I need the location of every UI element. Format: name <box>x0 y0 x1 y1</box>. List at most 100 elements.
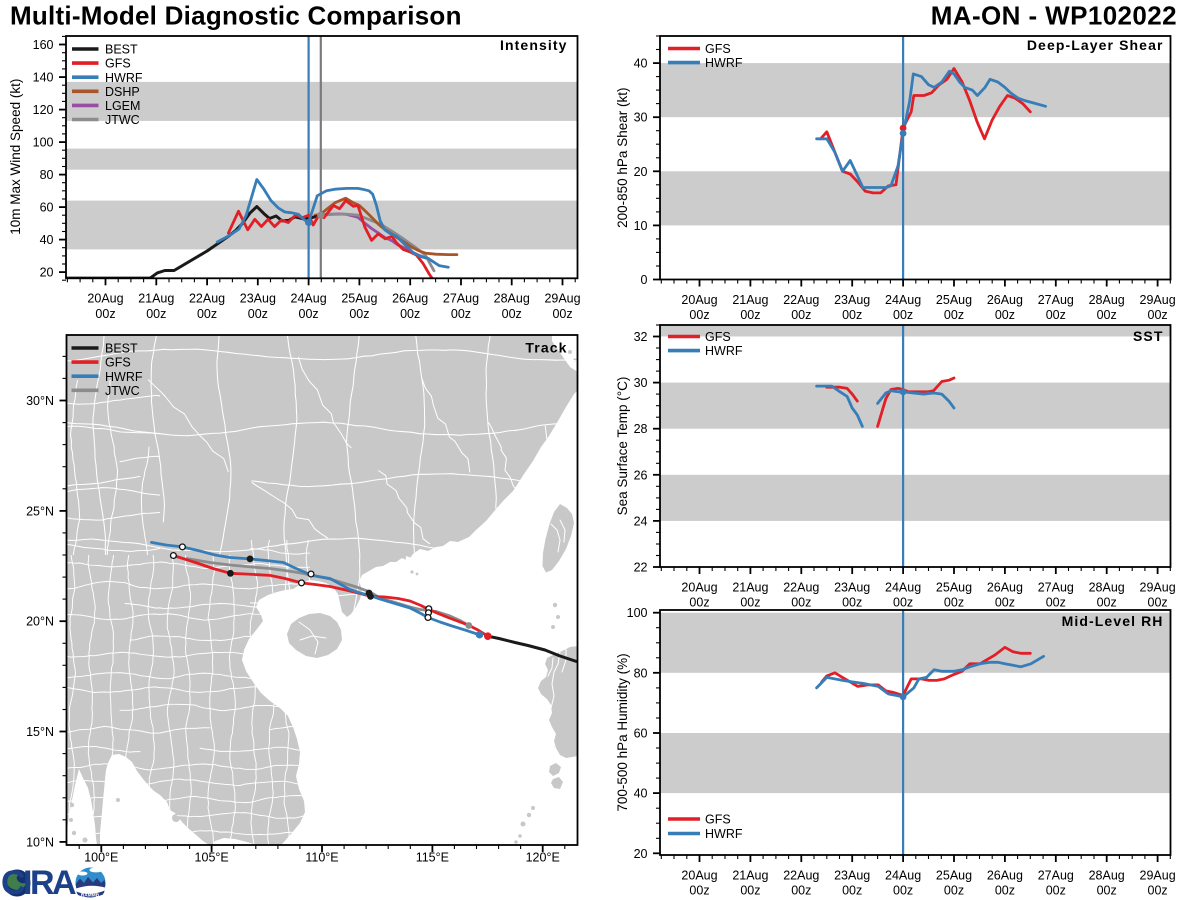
svg-text:20: 20 <box>634 165 648 179</box>
svg-text:100: 100 <box>627 606 648 620</box>
svg-text:23Aug: 23Aug <box>834 868 870 882</box>
svg-text:00z: 00z <box>197 307 217 321</box>
svg-text:22Aug: 22Aug <box>783 868 819 882</box>
svg-text:00z: 00z <box>248 307 268 321</box>
svg-text:00z: 00z <box>791 884 811 898</box>
svg-text:00z: 00z <box>995 308 1015 322</box>
svg-text:22Aug: 22Aug <box>783 580 819 594</box>
svg-text:20Aug: 20Aug <box>87 292 123 306</box>
svg-text:32: 32 <box>634 330 648 344</box>
svg-text:00z: 00z <box>1148 884 1168 898</box>
svg-text:DSHP: DSHP <box>105 85 140 99</box>
svg-text:120°E: 120°E <box>526 851 560 865</box>
svg-text:Multi-Model Diagnostic Compari: Multi-Model Diagnostic Comparison <box>10 1 462 31</box>
svg-text:00z: 00z <box>740 596 760 610</box>
svg-text:29Aug: 29Aug <box>1140 293 1176 307</box>
svg-text:GFS: GFS <box>705 330 731 344</box>
svg-text:30: 30 <box>634 376 648 390</box>
svg-text:20Aug: 20Aug <box>681 580 717 594</box>
svg-text:GFS: GFS <box>705 813 731 827</box>
svg-text:140: 140 <box>33 71 54 85</box>
svg-text:40: 40 <box>634 57 648 71</box>
svg-text:MA-ON - WP102022: MA-ON - WP102022 <box>931 1 1177 31</box>
svg-text:00z: 00z <box>552 307 572 321</box>
svg-text:27Aug: 27Aug <box>443 292 479 306</box>
svg-text:LGEM: LGEM <box>105 99 140 113</box>
svg-text:00z: 00z <box>95 307 115 321</box>
svg-text:00z: 00z <box>893 596 913 610</box>
svg-text:HWRF: HWRF <box>705 56 743 70</box>
svg-text:00z: 00z <box>1148 308 1168 322</box>
svg-text:10m Max Wind Speed (kt): 10m Max Wind Speed (kt) <box>8 79 23 235</box>
svg-text:00z: 00z <box>791 308 811 322</box>
svg-text:RAMMB: RAMMB <box>81 893 100 899</box>
svg-text:27Aug: 27Aug <box>1038 293 1074 307</box>
svg-text:15°N: 15°N <box>26 725 54 739</box>
svg-text:25°N: 25°N <box>26 504 54 518</box>
svg-text:00z: 00z <box>1148 596 1168 610</box>
svg-text:00z: 00z <box>299 307 319 321</box>
svg-text:10: 10 <box>634 219 648 233</box>
svg-text:00z: 00z <box>944 596 964 610</box>
svg-text:00z: 00z <box>1097 884 1117 898</box>
svg-text:00z: 00z <box>451 307 471 321</box>
svg-text:60: 60 <box>634 727 648 741</box>
svg-text:GFS: GFS <box>105 356 131 370</box>
svg-text:00z: 00z <box>740 308 760 322</box>
svg-text:26Aug: 26Aug <box>987 293 1023 307</box>
svg-text:20: 20 <box>40 266 54 280</box>
svg-text:28Aug: 28Aug <box>494 292 530 306</box>
svg-text:21Aug: 21Aug <box>138 292 174 306</box>
svg-text:25Aug: 25Aug <box>936 293 972 307</box>
svg-text:28Aug: 28Aug <box>1089 868 1125 882</box>
svg-text:26: 26 <box>634 468 648 482</box>
svg-text:BEST: BEST <box>105 43 138 57</box>
svg-text:29Aug: 29Aug <box>1140 868 1176 882</box>
svg-text:24Aug: 24Aug <box>885 868 921 882</box>
svg-text:30°N: 30°N <box>26 394 54 408</box>
svg-text:GFS: GFS <box>705 42 731 56</box>
svg-text:100°E: 100°E <box>84 851 118 865</box>
svg-text:00z: 00z <box>502 307 522 321</box>
svg-text:26Aug: 26Aug <box>392 292 428 306</box>
svg-text:00z: 00z <box>944 308 964 322</box>
svg-text:BEST: BEST <box>105 342 138 356</box>
svg-text:26Aug: 26Aug <box>987 868 1023 882</box>
svg-text:JTWC: JTWC <box>105 113 140 127</box>
svg-text:26Aug: 26Aug <box>987 580 1023 594</box>
svg-text:27Aug: 27Aug <box>1038 868 1074 882</box>
svg-text:20°N: 20°N <box>26 615 54 629</box>
svg-text:24Aug: 24Aug <box>291 292 327 306</box>
svg-text:00z: 00z <box>1046 884 1066 898</box>
svg-text:21Aug: 21Aug <box>732 868 768 882</box>
svg-text:24: 24 <box>634 514 648 528</box>
svg-text:120: 120 <box>33 103 54 117</box>
svg-text:00z: 00z <box>740 884 760 898</box>
svg-text:40: 40 <box>634 787 648 801</box>
svg-text:28Aug: 28Aug <box>1089 293 1125 307</box>
svg-text:22: 22 <box>634 561 648 575</box>
svg-text:HWRF: HWRF <box>705 344 743 358</box>
svg-text:00z: 00z <box>995 596 1015 610</box>
svg-text:60: 60 <box>40 201 54 215</box>
svg-text:Deep-Layer Shear: Deep-Layer Shear <box>1027 37 1164 53</box>
svg-text:HWRF: HWRF <box>705 827 743 841</box>
svg-text:00z: 00z <box>842 308 862 322</box>
svg-text:JTWC: JTWC <box>105 384 140 398</box>
svg-text:00z: 00z <box>842 596 862 610</box>
svg-text:00z: 00z <box>689 308 709 322</box>
svg-text:HWRF: HWRF <box>105 370 143 384</box>
svg-text:28Aug: 28Aug <box>1089 580 1125 594</box>
svg-text:00z: 00z <box>944 884 964 898</box>
svg-text:22Aug: 22Aug <box>189 292 225 306</box>
svg-text:115°E: 115°E <box>416 851 449 865</box>
svg-text:28: 28 <box>634 422 648 436</box>
svg-text:20Aug: 20Aug <box>681 868 717 882</box>
svg-text:29Aug: 29Aug <box>544 292 580 306</box>
svg-text:00z: 00z <box>1097 596 1117 610</box>
svg-text:Intensity: Intensity <box>500 37 567 53</box>
svg-text:23Aug: 23Aug <box>834 580 870 594</box>
svg-text:25Aug: 25Aug <box>936 868 972 882</box>
svg-text:24Aug: 24Aug <box>885 580 921 594</box>
svg-text:00z: 00z <box>1046 308 1066 322</box>
